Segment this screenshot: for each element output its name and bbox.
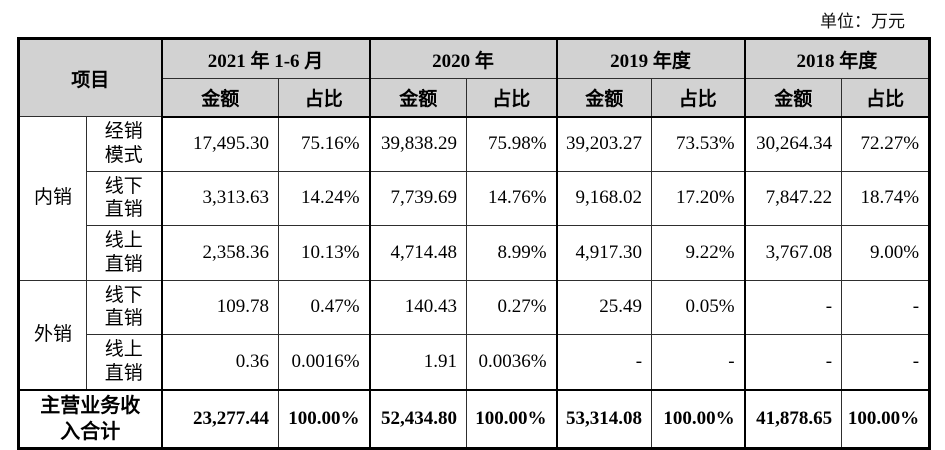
ratio-cell: 0.0036% — [466, 334, 558, 390]
amount-cell: 2,358.36 — [160, 225, 280, 281]
ratio-cell: 14.76% — [466, 170, 558, 226]
amount-cell: 39,838.29 — [368, 116, 468, 172]
mode-cell: 经销模式 — [85, 116, 163, 172]
header-row-sub: 金额 占比 金额 占比 金额 占比 金额 占比 — [19, 78, 931, 118]
group-cell-export: 外销 — [18, 279, 87, 390]
ratio-cell: 9.00% — [841, 225, 931, 281]
amount-cell: 9,168.02 — [555, 170, 653, 226]
ratio-cell: 75.98% — [466, 116, 558, 172]
unit-label: 单位：万元 — [820, 12, 905, 31]
amount-cell: 7,847.22 — [743, 170, 843, 226]
ratio-cell: - — [841, 279, 931, 335]
amount-cell: 17,495.30 — [160, 116, 280, 172]
mode-cell: 线下直销 — [85, 279, 163, 335]
group-cell-domestic: 内销 — [18, 116, 87, 281]
ratio-cell: 8.99% — [466, 225, 558, 281]
amount-cell: 25.49 — [555, 279, 653, 335]
period-header-2020: 2020 年 — [368, 38, 558, 79]
total-label-cell: 主营业务收入合计 — [17, 388, 163, 449]
ratio-header-2020: 占比 — [466, 78, 558, 118]
ratio-cell: 10.13% — [278, 225, 371, 281]
amount-cell: 30,264.34 — [743, 116, 843, 172]
amount-cell: 140.43 — [368, 279, 468, 335]
table-row: 线下直销 3,313.63 14.24% 7,739.69 14.76% 9,1… — [19, 170, 931, 226]
period-header-2019: 2019 年度 — [555, 38, 746, 79]
table-row: 内销 经销模式 17,495.30 75.16% 39,838.29 75.98… — [18, 116, 931, 281]
ratio-cell: - — [841, 334, 931, 390]
table-row: 线上直销 2,358.36 10.13% 4,714.48 8.99% 4,91… — [19, 225, 931, 281]
total-row: 主营业务收入合计 23,277.44 100.00% 52,434.80 100… — [17, 388, 931, 449]
header-row-periods: 项目 2021 年 1-6 月 2020 年 2019 年度 2018 年度 — [17, 38, 931, 117]
ratio-cell: 17.20% — [651, 170, 746, 226]
amount-header-2018: 金额 — [743, 78, 843, 118]
ratio-cell: - — [651, 334, 746, 390]
amount-cell: 0.36 — [160, 334, 280, 390]
total-ratio-cell: 100.00% — [466, 388, 558, 449]
amount-cell: 109.78 — [160, 279, 280, 335]
report-page: 单位：万元 项目 2021 年 1-6 月 2020 年 2019 年度 201… — [17, 12, 932, 450]
mode-cell: 线下直销 — [85, 170, 163, 226]
mode-cell: 线上直销 — [85, 334, 163, 390]
amount-cell: - — [555, 334, 653, 390]
ratio-cell: 18.74% — [841, 170, 931, 226]
revenue-table: 项目 2021 年 1-6 月 2020 年 2019 年度 2018 年度 金… — [17, 37, 932, 450]
ratio-cell: 73.53% — [651, 116, 746, 172]
amount-header-2020: 金额 — [368, 78, 468, 118]
amount-cell: 3,313.63 — [160, 170, 280, 226]
amount-cell: 4,917.30 — [555, 225, 653, 281]
amount-cell: 4,714.48 — [368, 225, 468, 281]
amount-cell: 39,203.27 — [555, 116, 653, 172]
ratio-header-2021: 占比 — [278, 78, 371, 118]
period-header-2018: 2018 年度 — [743, 38, 931, 79]
ratio-cell: 0.05% — [651, 279, 746, 335]
total-amount-cell: 41,878.65 — [743, 388, 843, 449]
ratio-cell: 14.24% — [278, 170, 371, 226]
amount-cell: - — [743, 334, 843, 390]
mode-cell: 线上直销 — [85, 225, 163, 281]
amount-cell: 1.91 — [368, 334, 468, 390]
amount-cell: 3,767.08 — [743, 225, 843, 281]
total-ratio-cell: 100.00% — [278, 388, 371, 449]
total-amount-cell: 53,314.08 — [555, 388, 653, 449]
total-amount-cell: 52,434.80 — [368, 388, 468, 449]
ratio-cell: 72.27% — [841, 116, 931, 172]
table-row: 线上直销 0.36 0.0016% 1.91 0.0036% - - - - — [19, 334, 931, 390]
ratio-cell: 0.27% — [466, 279, 558, 335]
ratio-cell: 75.16% — [278, 116, 371, 172]
period-header-2021: 2021 年 1-6 月 — [160, 38, 371, 79]
ratio-cell: 9.22% — [651, 225, 746, 281]
total-ratio-cell: 100.00% — [841, 388, 931, 449]
amount-cell: - — [743, 279, 843, 335]
total-ratio-cell: 100.00% — [651, 388, 746, 449]
amount-cell: 7,739.69 — [368, 170, 468, 226]
item-header-cell: 项目 — [17, 38, 163, 117]
ratio-cell: 0.47% — [278, 279, 371, 335]
total-amount-cell: 23,277.44 — [160, 388, 280, 449]
ratio-header-2019: 占比 — [651, 78, 746, 118]
ratio-cell: 0.0016% — [278, 334, 371, 390]
amount-header-2021: 金额 — [160, 78, 280, 118]
ratio-header-2018: 占比 — [841, 78, 931, 118]
table-row: 外销 线下直销 109.78 0.47% 140.43 0.27% 25.49 … — [18, 279, 931, 390]
amount-header-2019: 金额 — [555, 78, 653, 118]
